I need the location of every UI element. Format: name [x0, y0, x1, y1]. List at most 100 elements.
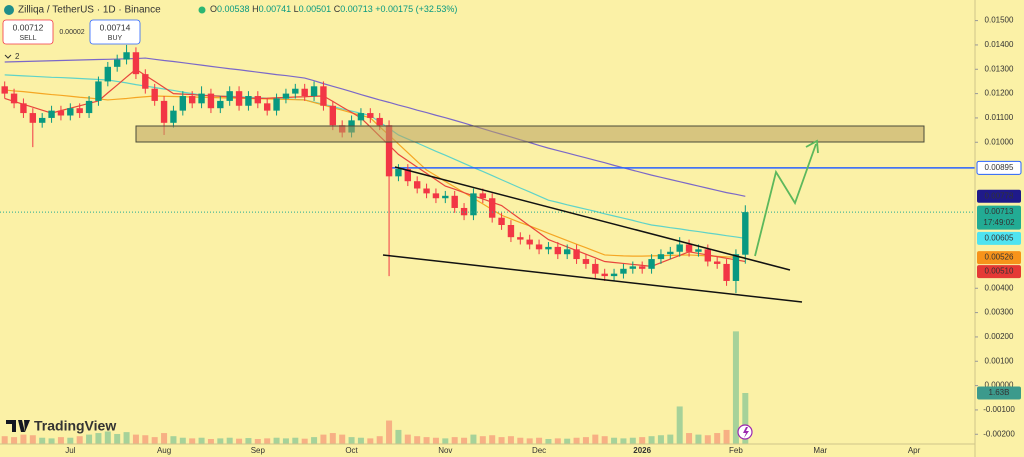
ohlc-key: O — [210, 4, 217, 14]
candle-body — [67, 108, 74, 116]
candle-body — [732, 254, 740, 281]
candle-body — [507, 225, 515, 238]
candle-body — [423, 188, 430, 194]
indicator-count: 2 — [15, 52, 20, 61]
volume-bar — [301, 438, 308, 444]
candle-body — [442, 195, 449, 199]
candle-body — [432, 193, 440, 199]
sell-button[interactable] — [2, 19, 54, 45]
candle-body — [301, 88, 308, 97]
volume-bar — [142, 435, 149, 444]
candle-body — [488, 198, 496, 218]
candle-body — [357, 113, 365, 121]
volume-bar — [517, 437, 524, 444]
volume-bar — [29, 435, 36, 444]
candle-body — [95, 81, 102, 101]
logo: TradingView — [6, 418, 116, 434]
x-tick-label: Dec — [532, 446, 546, 455]
volume-bar — [498, 437, 505, 444]
candle-body — [685, 244, 693, 252]
candle-body — [20, 103, 27, 114]
candle-body — [207, 93, 215, 109]
volume-bar — [57, 437, 64, 444]
volume-bar — [676, 406, 683, 444]
candle-body — [582, 259, 590, 264]
candle-body — [545, 246, 552, 250]
volume-bar — [339, 434, 346, 444]
candle-body — [526, 239, 533, 245]
volume-bar — [76, 436, 83, 444]
candle-body — [451, 195, 458, 208]
volume-bar — [611, 437, 618, 444]
price-label-box — [977, 386, 1021, 400]
candle-body — [657, 254, 665, 260]
y-tick-label: 0.01100 — [985, 113, 1014, 122]
volume-bar — [282, 438, 289, 444]
trend-line — [382, 254, 803, 303]
ohlc-key: L — [294, 4, 299, 14]
event-bolt — [743, 427, 749, 438]
volume-bar — [67, 437, 74, 444]
candle-body — [10, 93, 18, 104]
candle-body — [479, 193, 487, 199]
candle-body — [320, 86, 327, 106]
volume-bar — [320, 434, 327, 444]
candle-body — [235, 91, 243, 106]
logo-mark — [6, 420, 30, 432]
price-label: 0.00605 — [985, 233, 1014, 242]
buy-button[interactable] — [89, 19, 141, 45]
supply-zone — [135, 125, 925, 143]
collapse-chevron[interactable] — [4, 54, 12, 59]
volume-bar — [686, 433, 693, 444]
candle-body — [57, 110, 65, 116]
candle-body — [226, 91, 233, 101]
volume-bar — [442, 438, 449, 444]
candle-body — [695, 249, 702, 252]
volume-bar — [732, 331, 739, 444]
candle-body — [601, 273, 608, 277]
volume-bar — [507, 436, 514, 444]
price-label-box — [976, 160, 1022, 175]
volume-bar — [432, 437, 439, 444]
candle-body — [160, 100, 168, 123]
volume-bar — [264, 438, 271, 444]
candle-body — [638, 266, 646, 269]
volume-bar — [742, 393, 749, 444]
volume-bar — [489, 435, 496, 444]
candle-body — [713, 261, 721, 264]
candle-body — [282, 93, 290, 99]
x-tick-label: Mar — [813, 446, 827, 455]
x-tick-label: 2026 — [633, 446, 651, 455]
volume-bar — [179, 437, 186, 444]
candle-body — [245, 96, 252, 106]
candle-body — [113, 59, 121, 67]
volume-bar — [95, 433, 102, 444]
projection-arrow — [754, 143, 817, 257]
arrow-head — [805, 139, 819, 154]
header: Zilliqa / TetherUS · 1D · Binance O0.005… — [2, 4, 457, 61]
price-label: 0.00713 — [985, 207, 1014, 216]
volume-bar — [104, 431, 111, 444]
volume-bar — [132, 434, 139, 444]
candle-body — [85, 100, 93, 114]
spread: 0.00002 — [59, 29, 84, 36]
events — [737, 424, 753, 440]
candle-body — [104, 66, 112, 82]
candle-body — [310, 86, 318, 97]
candle-body — [395, 169, 402, 177]
candle-body — [188, 96, 196, 104]
price-label: 1.63B — [989, 388, 1010, 397]
y-tick-label: 0.01200 — [985, 89, 1014, 98]
volume-bar — [451, 437, 458, 444]
y-tick-label: 0.00100 — [985, 356, 1014, 365]
candle-body — [48, 110, 55, 118]
volume-bar — [386, 420, 393, 444]
volume-bar — [582, 437, 589, 444]
volume-bar — [395, 429, 402, 444]
volume-bar — [620, 438, 627, 444]
candle-body — [367, 113, 374, 118]
volume-bar — [461, 437, 468, 444]
candle-body — [29, 113, 37, 123]
volume-bar — [573, 437, 580, 444]
